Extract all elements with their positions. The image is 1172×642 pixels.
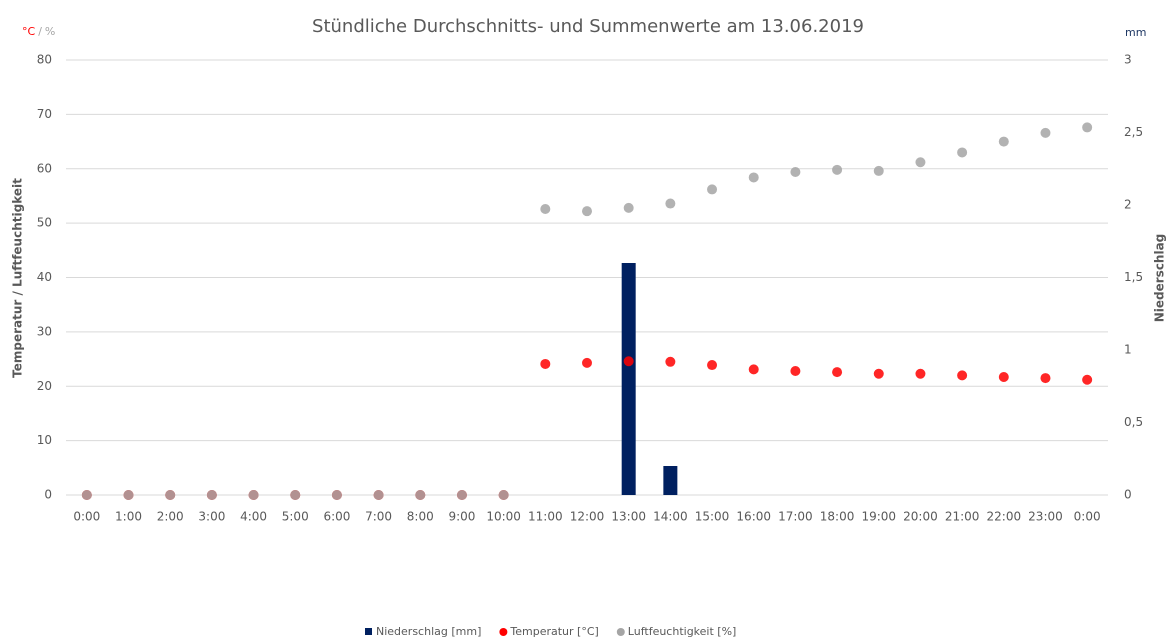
y2-axis-label: Niederschlag <box>1153 234 1167 323</box>
x-tick-label: 0:00 <box>73 510 100 524</box>
x-tick-label: 6:00 <box>323 510 350 524</box>
x-tick-label: 19:00 <box>861 510 896 524</box>
x-tick-label: 18:00 <box>820 510 855 524</box>
legend-swatch <box>616 628 625 636</box>
legend-label: Luftfeuchtigkeit [%] <box>628 625 737 638</box>
dot <box>582 206 592 217</box>
y-tick-label: 50 <box>37 216 52 230</box>
dot <box>748 172 759 183</box>
y2-tick-label: 2,5 <box>1124 125 1143 139</box>
bar <box>621 263 636 495</box>
x-tick-label: 2:00 <box>157 510 184 524</box>
y2-tick-label: 0,5 <box>1124 415 1143 429</box>
dot <box>1040 127 1051 138</box>
dot <box>832 367 843 378</box>
dot <box>873 165 884 176</box>
dot <box>707 184 718 195</box>
dot <box>331 490 342 500</box>
dot <box>998 136 1009 147</box>
x-tick-label: 5:00 <box>282 510 309 524</box>
x-tick-label: 10:00 <box>486 510 521 524</box>
dot <box>665 198 676 209</box>
y2-tick-label: 2 <box>1124 198 1132 212</box>
dot <box>1082 374 1093 385</box>
x-tick-label: 4:00 <box>240 510 267 524</box>
x-tick-label: 7:00 <box>365 510 392 524</box>
dot <box>206 490 217 500</box>
y-axis-label: Temperatur / Luftfeuchtigkeit <box>11 178 25 378</box>
dot <box>790 167 801 178</box>
dot <box>957 370 968 381</box>
dot <box>790 366 801 377</box>
legend-label: Niederschlag [mm] <box>376 625 481 638</box>
legend-label: Temperatur [°C] <box>509 625 598 638</box>
dot <box>582 357 592 368</box>
y-tick-label: 20 <box>37 379 52 393</box>
dot <box>665 356 676 367</box>
x-tick-label: 16:00 <box>736 510 771 524</box>
x-tick-label: 17:00 <box>778 510 813 524</box>
y2-tick-label: 0 <box>1124 488 1132 502</box>
x-tick-label: 14:00 <box>653 510 688 524</box>
dot <box>915 368 926 379</box>
dot <box>1040 373 1051 384</box>
x-tick-label: 12:00 <box>570 510 605 524</box>
chart-title: Stündliche Durchschnitts- und Summenwert… <box>312 16 864 37</box>
y-unit-label: % <box>45 25 55 38</box>
dot <box>123 490 134 500</box>
dot <box>707 360 718 371</box>
x-tick-label: 13:00 <box>611 510 646 524</box>
y-unit-label: °C <box>22 25 36 38</box>
y-tick-label: 30 <box>37 324 52 338</box>
dot <box>248 490 259 500</box>
x-tick-label: 0:00 <box>1074 510 1101 524</box>
x-tick-label: 8:00 <box>407 510 434 524</box>
y-tick-label: 40 <box>37 270 52 284</box>
dot <box>957 147 968 158</box>
x-tick-label: 9:00 <box>448 510 475 524</box>
y2-tick-label: 3 <box>1124 53 1132 67</box>
y-tick-label: 70 <box>37 107 52 121</box>
dot <box>832 164 843 175</box>
y-tick-label: 10 <box>37 433 52 447</box>
dot <box>623 356 634 367</box>
dot <box>165 490 176 500</box>
x-tick-label: 22:00 <box>987 510 1022 524</box>
legend-swatch <box>365 628 372 635</box>
dot <box>540 358 551 369</box>
x-tick-label: 21:00 <box>945 510 980 524</box>
dot <box>998 372 1009 383</box>
dot <box>540 203 551 214</box>
y-unit-label: / <box>38 25 42 38</box>
y2-tick-label: 1,5 <box>1124 270 1143 284</box>
dot <box>498 490 509 500</box>
dot <box>915 157 926 168</box>
x-tick-label: 23:00 <box>1028 510 1063 524</box>
dot <box>415 490 426 500</box>
bar <box>663 466 678 495</box>
y2-unit-label: mm <box>1125 26 1146 39</box>
dot <box>748 364 759 375</box>
x-tick-label: 11:00 <box>528 510 563 524</box>
dot <box>373 490 384 500</box>
dot <box>456 490 467 500</box>
dot <box>873 368 884 379</box>
dot <box>81 490 92 500</box>
dot <box>1082 122 1093 133</box>
x-tick-label: 1:00 <box>115 510 142 524</box>
y2-tick-label: 1 <box>1124 343 1132 357</box>
dot <box>290 490 301 500</box>
x-tick-label: 20:00 <box>903 510 938 524</box>
y-tick-label: 80 <box>37 53 52 67</box>
x-tick-label: 3:00 <box>198 510 225 524</box>
x-tick-label: 15:00 <box>695 510 730 524</box>
legend-swatch <box>499 628 508 636</box>
y-tick-label: 60 <box>37 161 52 175</box>
dot <box>623 202 634 213</box>
y-tick-label: 0 <box>44 488 52 502</box>
